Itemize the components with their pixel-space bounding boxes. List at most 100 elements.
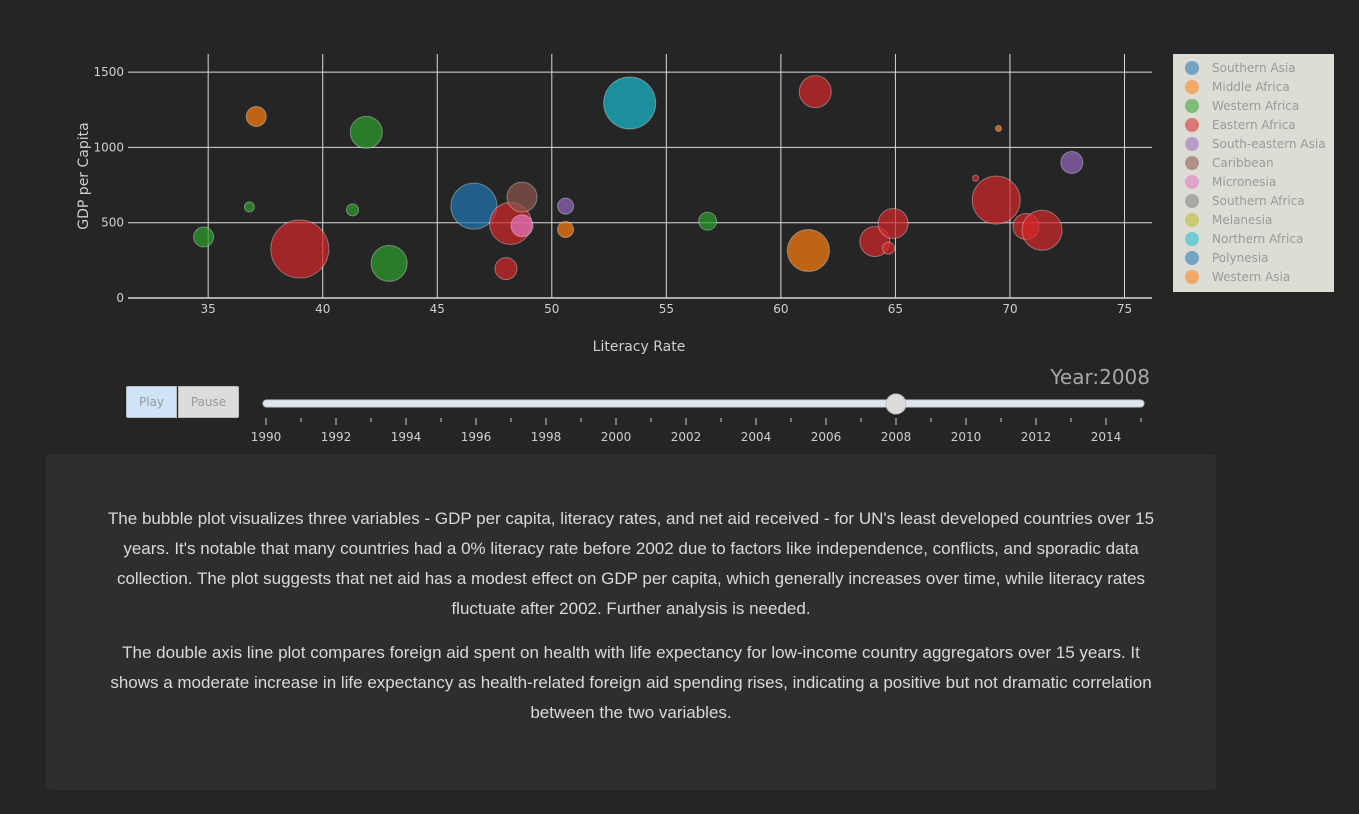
slider-tick-label: 1992 [321,430,352,444]
legend-marker [1185,61,1199,75]
bubble-eastern-africa[interactable] [972,174,980,182]
bubble-chart: 35 40 45 50 55 60 65 70 75 0 500 1000 1500 Literacy… [76,54,1334,444]
legend-label: Eastern Africa [1212,118,1296,132]
y-tick-label: 1000 [93,140,124,154]
x-axis-title: Literacy Rate [593,339,686,355]
legend-marker [1185,99,1199,113]
legend-item[interactable]: Melanesia [1185,213,1272,227]
legend-item[interactable]: Polynesia [1185,251,1269,265]
slider-tick-label: 2014 [1091,430,1122,444]
x-tick-label: 75 [1117,302,1132,316]
bubble-western-africa[interactable] [243,201,255,213]
bubble-eastern-africa[interactable] [494,257,518,281]
legend-item[interactable]: Eastern Africa [1185,118,1296,132]
legend-marker [1185,80,1199,94]
x-tick-label: 50 [544,302,559,316]
bubble-southern-asia[interactable] [450,182,498,230]
bubble-western-africa[interactable] [370,244,408,282]
bubble-caribbean[interactable] [506,181,538,213]
legend[interactable]: Southern Asia Middle Africa Western Africa… [1173,54,1334,292]
legend-item[interactable]: Southern Asia [1185,61,1296,75]
year-slider[interactable]: 1990 1992 1994 1996 1998 2000 2002 2004 2006 2008… [251,393,1145,444]
bubble-western-africa[interactable] [698,211,718,231]
legend-label: Caribbean [1212,156,1274,170]
legend-marker [1185,213,1199,227]
slider-ticks: 1990 1992 1994 1996 1998 2000 2002 2004 2006 2008… [251,418,1142,444]
legend-item[interactable]: Western Asia [1185,270,1290,284]
legend-label: South-eastern Asia [1212,137,1326,151]
pause-button[interactable]: Pause [178,386,239,418]
bubble-western-africa[interactable] [193,226,215,248]
legend-label: Western Asia [1212,270,1290,284]
bubble-western-africa[interactable] [349,115,383,149]
bubble-middle-africa[interactable] [995,125,1003,133]
bubble-middle-africa[interactable] [557,220,575,238]
slider-tick-label: 1998 [531,430,562,444]
legend-marker [1185,232,1199,246]
x-tick-label: 65 [888,302,903,316]
legend-item[interactable]: Southern Africa [1185,194,1305,208]
slider-tick-label: 2006 [811,430,842,444]
legend-label: Southern Africa [1212,194,1305,208]
legend-marker [1185,137,1199,151]
x-tick-label: 60 [773,302,788,316]
slider-tick-label: 2010 [951,430,982,444]
legend-marker [1185,194,1199,208]
legend-label: Polynesia [1212,251,1269,265]
bubble-eastern-africa[interactable] [798,75,832,109]
bubble-south-eastern-asia[interactable] [557,197,575,215]
slider-tick-label: 2000 [601,430,632,444]
slider-handle[interactable] [885,393,907,415]
legend-marker [1185,118,1199,132]
x-tick-label: 35 [201,302,216,316]
bubble-eastern-africa[interactable] [877,207,909,239]
slider-prefix: Year: [1049,365,1099,389]
x-tick-label: 45 [430,302,445,316]
bubble-micronesia[interactable] [510,214,534,238]
slider-rail[interactable] [262,399,1145,408]
legend-marker [1185,175,1199,189]
slider-tick-label: 1994 [391,430,422,444]
description-card: The bubble plot visualizes three variabl… [46,454,1216,790]
bubble-south-eastern-asia[interactable] [1060,150,1084,174]
bubble-eastern-africa[interactable] [882,241,896,255]
x-tick-label: 55 [659,302,674,316]
legend-item[interactable]: Western Africa [1185,99,1299,113]
legend-marker [1185,270,1199,284]
bubble-eastern-africa[interactable] [971,175,1021,225]
legend-item[interactable]: Northern Africa [1185,232,1303,246]
slider-tick-label: 2012 [1021,430,1052,444]
y-tick-label: 500 [101,216,124,230]
slider-tick-label: 2004 [741,430,772,444]
bubble-middle-africa[interactable] [245,106,267,128]
legend-label: Western Africa [1212,99,1299,113]
bubble-eastern-africa[interactable] [270,219,330,279]
slider-tick-label: 1996 [461,430,492,444]
slider-current-value: Year:2008 [1049,365,1150,389]
legend-item[interactable]: South-eastern Asia [1185,137,1326,151]
slider-tick-label: 2002 [671,430,702,444]
slider-year: 2008 [1099,365,1150,389]
legend-marker [1185,251,1199,265]
legend-item[interactable]: Caribbean [1185,156,1274,170]
x-tick-label: 40 [315,302,330,316]
bubbles [193,75,1084,282]
bubble-northern-africa[interactable] [603,76,657,130]
slider-tick-label: 2008 [881,430,912,444]
legend-label: Northern Africa [1212,232,1303,246]
bubble-western-africa[interactable] [346,203,360,217]
legend-marker [1185,156,1199,170]
legend-item[interactable]: Middle Africa [1185,80,1290,94]
bubble-middle-africa[interactable] [786,229,830,273]
play-button[interactable]: Play [126,386,177,418]
bubble-eastern-africa[interactable] [1021,209,1063,251]
legend-background [1173,54,1334,292]
x-axis-ticks: 35 40 45 50 55 60 65 70 75 [201,302,1133,316]
y-axis-ticks: 0 500 1000 1500 [93,65,124,305]
description-paragraph-1: The bubble plot visualizes three variabl… [107,509,1155,618]
slider-tick-label: 1990 [251,430,282,444]
legend-item[interactable]: Micronesia [1185,175,1276,189]
bubble-eastern-africa[interactable] [859,226,891,258]
legend-label: Middle Africa [1212,80,1290,94]
y-tick-label: 0 [116,291,124,305]
